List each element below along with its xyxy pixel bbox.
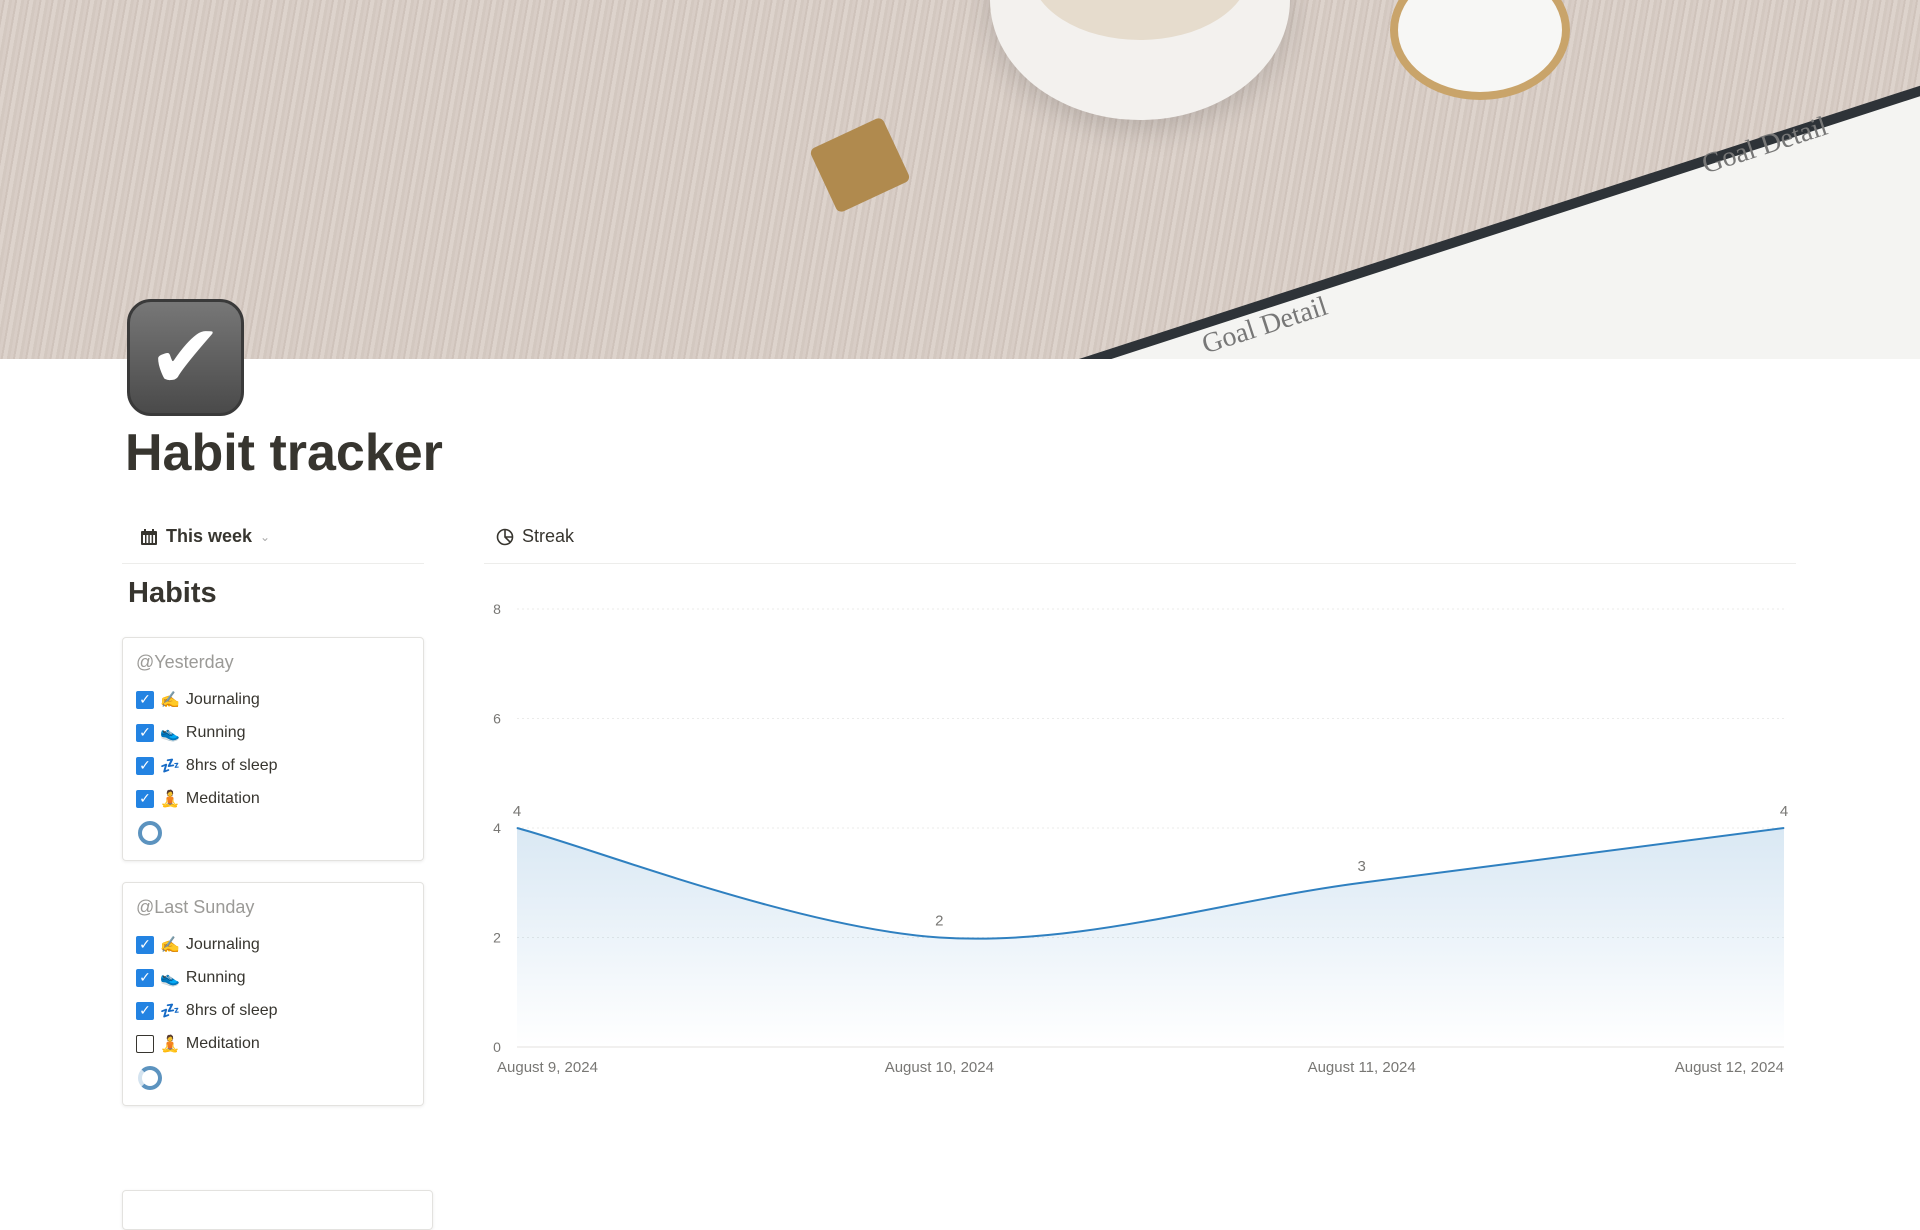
progress-ring xyxy=(138,1066,162,1090)
habit-label: Meditation xyxy=(185,789,260,807)
x-tick-label: August 11, 2024 xyxy=(1308,1059,1416,1076)
habit-item: ✓ 💤 8hrs of sleep xyxy=(136,749,410,782)
card-date: @Last Sunday xyxy=(136,897,255,917)
habit-item: ✓ ✍️ Journaling xyxy=(136,683,410,716)
habit-label: Journaling xyxy=(185,690,260,708)
streak-chart: 0 2 4 6 8 4 August 9, 2024 2 August 10, 2024 3 Aug… xyxy=(493,601,1788,1076)
checkbox-checked[interactable]: ✓ xyxy=(136,789,154,808)
habit-emoji: 👟 xyxy=(160,724,180,742)
habit-label: Journaling xyxy=(185,935,260,953)
checkbox-checked[interactable]: ✓ xyxy=(136,935,154,954)
calendar-icon xyxy=(141,528,157,545)
habit-emoji: 💤 xyxy=(160,1002,180,1020)
checkbox-checked[interactable]: ✓ xyxy=(136,756,154,775)
area-fill xyxy=(517,828,1784,1047)
checkbox-unchecked[interactable] xyxy=(136,1034,154,1053)
habit-label: Running xyxy=(185,723,246,741)
x-tick-label: August 9, 2024 xyxy=(497,1059,598,1076)
view-tab-label: This week xyxy=(166,526,253,546)
habit-emoji: ✍️ xyxy=(160,936,180,954)
card-date: @Yesterday xyxy=(136,652,234,672)
checkbox-checked[interactable]: ✓ xyxy=(136,723,154,742)
habit-label: Running xyxy=(185,968,246,986)
habit-label: 8hrs of sleep xyxy=(185,1001,278,1019)
checkbox-checked[interactable]: ✓ xyxy=(136,690,154,709)
habit-item: ✓ 🧘 Meditation xyxy=(136,782,410,815)
habit-item: ✓ 💤 8hrs of sleep xyxy=(136,994,410,1027)
x-tick-label: August 10, 2024 xyxy=(885,1059,994,1076)
chevron-down-icon[interactable]: ⌄ xyxy=(260,529,271,544)
data-point xyxy=(1783,827,1785,829)
progress-ring xyxy=(138,821,162,845)
habit-item: ✓ ✍️ Journaling xyxy=(136,928,410,961)
habit-card[interactable]: @Yesterday ✓ ✍️ Journaling ✓ 👟 Running ✓ 💤 8hr… xyxy=(122,637,424,861)
data-point xyxy=(938,937,940,938)
chart-pie-icon xyxy=(496,528,514,545)
checkmark-icon: ✔ xyxy=(127,299,244,416)
data-point xyxy=(516,827,518,829)
habit-emoji: 👟 xyxy=(160,969,180,987)
habit-emoji: 🧘 xyxy=(160,790,180,808)
y-tick-label: 4 xyxy=(493,820,501,836)
y-tick-label: 2 xyxy=(493,930,501,946)
habit-label: 8hrs of sleep xyxy=(185,756,278,774)
y-tick-label: 0 xyxy=(493,1039,501,1055)
habit-item: ✓ 👟 Running xyxy=(136,716,410,749)
habit-item: ✓ 👟 Running xyxy=(136,961,410,994)
habit-emoji: 🧘 xyxy=(160,1035,180,1053)
checkbox-checked[interactable]: ✓ xyxy=(136,1001,154,1020)
divider xyxy=(484,563,1796,564)
view-tab-label: Streak xyxy=(522,526,575,546)
habit-emoji: ✍️ xyxy=(160,691,180,709)
habit-card[interactable]: @Last Sunday ✓ ✍️ Journaling ✓ 👟 Running ✓ 💤 8… xyxy=(122,882,424,1106)
divider xyxy=(122,563,424,564)
habit-label: Meditation xyxy=(185,1034,260,1052)
data-label: 4 xyxy=(513,803,521,820)
data-point xyxy=(1361,882,1363,884)
checkbox-checked[interactable]: ✓ xyxy=(136,968,154,987)
data-label: 3 xyxy=(1357,858,1365,875)
y-tick-label: 8 xyxy=(493,601,501,617)
cover-image: Goal Detail Goal Detail xyxy=(0,0,1920,359)
series-line xyxy=(516,827,1785,940)
habits-heading: Habits xyxy=(128,577,217,609)
habit-item: 🧘 Meditation xyxy=(136,1027,410,1060)
data-label: 4 xyxy=(1780,803,1788,820)
view-tab-streak[interactable]: Streak xyxy=(496,526,574,547)
data-label: 2 xyxy=(935,913,943,930)
y-tick-label: 6 xyxy=(493,711,501,727)
page-title: Habit tracker xyxy=(125,424,443,482)
x-tick-label: August 12, 2024 xyxy=(1675,1059,1784,1076)
habit-emoji: 💤 xyxy=(160,757,180,775)
view-tab-this-week[interactable]: This week ⌄ xyxy=(140,526,270,547)
